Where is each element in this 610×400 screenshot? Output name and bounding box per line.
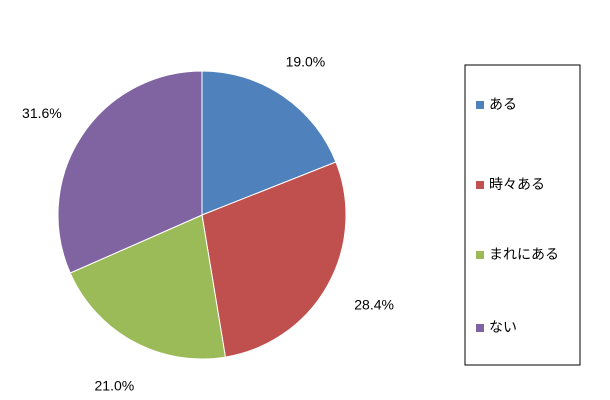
legend-label-4: ない bbox=[489, 320, 517, 336]
legend-swatch-3 bbox=[476, 251, 484, 259]
data-label-3: 21.0% bbox=[95, 377, 135, 393]
pie-slice-4 bbox=[57, 70, 203, 274]
legend-label-2: 時々ある bbox=[489, 177, 545, 193]
legend-label-3: まれにある bbox=[489, 247, 559, 263]
legend-swatch-4 bbox=[476, 324, 484, 332]
legend-box bbox=[464, 64, 581, 366]
legend-label-1: ある bbox=[489, 97, 517, 113]
pie-slice-2 bbox=[201, 161, 347, 358]
data-labels: 19.0% 28.4% 21.0% 31.6% bbox=[22, 54, 394, 394]
data-label-1: 19.0% bbox=[286, 54, 326, 70]
legend-swatch-2 bbox=[476, 181, 484, 189]
data-label-4: 31.6% bbox=[22, 105, 62, 121]
legend-swatch-1 bbox=[476, 101, 484, 109]
pie-slice-1 bbox=[201, 70, 337, 216]
data-label-2: 28.4% bbox=[354, 296, 394, 312]
pie-slices bbox=[57, 70, 347, 360]
pie-slice-3 bbox=[69, 214, 226, 360]
